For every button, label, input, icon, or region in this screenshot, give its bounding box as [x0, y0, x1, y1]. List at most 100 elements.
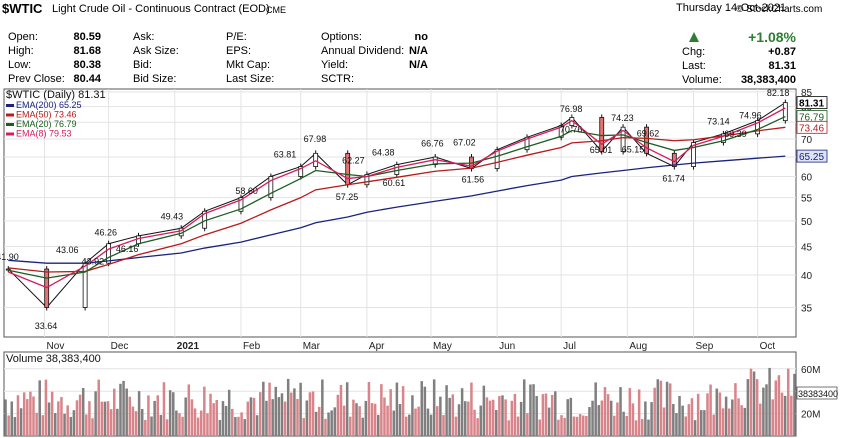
volume-bar — [330, 410, 333, 436]
candle-body — [432, 156, 438, 166]
volume-bar — [429, 414, 433, 436]
volume-bar — [690, 398, 694, 436]
volume-bar — [445, 385, 448, 436]
volume-bar — [743, 407, 747, 436]
volume-bar — [448, 397, 451, 436]
candle-body — [494, 149, 500, 169]
volume-bar — [290, 392, 293, 436]
volume-bar — [240, 412, 243, 436]
legend-swatch — [6, 104, 14, 107]
volume-bar — [647, 419, 650, 436]
price-annotation: 67.98 — [304, 134, 327, 144]
yield-label: Yield: — [321, 59, 349, 71]
volume-bar — [370, 403, 374, 436]
volume-bar — [224, 405, 228, 436]
volume-bar — [532, 384, 535, 436]
volume-bar — [63, 413, 66, 436]
volume-bar — [299, 382, 302, 436]
volume-bar — [420, 381, 423, 436]
bid-label: Bid: — [133, 59, 152, 71]
volume-bar — [47, 402, 51, 436]
sctr-label: SCTR: — [321, 73, 354, 85]
last-value: 81.31 — [768, 60, 796, 72]
y-tick-label: 60 — [801, 172, 813, 183]
volume-bar — [131, 406, 135, 436]
volume-bar — [547, 407, 551, 436]
volume-bar — [783, 395, 787, 436]
volume-bar — [665, 381, 669, 436]
pe-label: P/E: — [226, 31, 247, 43]
price-annotation: 41.90 — [0, 252, 19, 262]
price-annotation: 63.81 — [274, 150, 297, 160]
volume-bar — [681, 405, 684, 436]
ask-label: Ask: — [133, 31, 155, 43]
legend-swatch — [6, 132, 14, 136]
volume-bar — [451, 394, 455, 436]
low-label: Low: — [8, 59, 32, 71]
volume-bar — [243, 419, 246, 436]
price-annotation: 43.06 — [56, 245, 79, 255]
volume-bar — [367, 382, 371, 436]
volume-bar — [324, 418, 327, 436]
volume-bar — [644, 401, 647, 436]
volume-bar — [463, 401, 467, 436]
volume-bar — [69, 416, 73, 436]
volume-bar — [675, 413, 678, 436]
y-tick-label: 45 — [801, 242, 813, 253]
volume-bar — [746, 379, 750, 436]
volume-bar — [631, 403, 635, 436]
volume-bar — [668, 383, 672, 436]
volume-bar — [408, 414, 411, 436]
volume-bar — [498, 396, 501, 436]
volume-bar — [529, 384, 532, 436]
y-tick-label: 50 — [801, 217, 813, 228]
volume-bar — [488, 400, 492, 436]
volume-bar — [426, 408, 430, 436]
candle-body — [524, 136, 530, 151]
volume-bar — [544, 393, 548, 436]
price-panel — [3, 88, 797, 338]
volume-bar — [53, 413, 57, 436]
x-tick-label: Mar — [303, 341, 321, 352]
volume-bar — [85, 414, 88, 436]
volume-bar — [162, 382, 166, 436]
volume-bar — [718, 392, 722, 436]
volume-bar — [625, 415, 628, 436]
price-annotation: 74.23 — [611, 113, 634, 123]
volume-bar — [700, 410, 703, 436]
volume-bar — [793, 373, 796, 436]
candle-body — [82, 262, 88, 308]
x-tick-label: Aug — [629, 341, 647, 352]
candle-body — [298, 166, 304, 177]
volume-bar — [134, 411, 138, 436]
volume-bar — [22, 392, 26, 436]
price-annotation: 65.01 — [590, 145, 613, 155]
volume-bar — [765, 384, 768, 436]
price-annotation: 46.16 — [116, 244, 139, 254]
candle-body — [44, 268, 50, 308]
volume-bar — [519, 401, 523, 436]
price-badge-label: 73.46 — [799, 123, 824, 134]
price-annotation: 70.76 — [560, 124, 583, 134]
volume-bar — [411, 395, 414, 436]
legend-entry: EMA(8) 79.53 — [16, 129, 72, 139]
volume-bar — [392, 410, 396, 436]
price-annotation: 61.74 — [662, 174, 685, 184]
volume-bar — [485, 397, 489, 436]
candle-body — [558, 125, 564, 138]
volume-bar — [585, 415, 588, 436]
volume-bar — [302, 418, 305, 436]
volume-bar — [358, 406, 361, 436]
volume-bar — [327, 412, 330, 436]
high-value: 81.68 — [73, 45, 101, 57]
ema-line — [8, 107, 786, 289]
volume-bar — [128, 396, 132, 436]
volume-bar — [252, 397, 256, 436]
price-annotation: 67.02 — [453, 138, 476, 148]
volume-bar — [227, 389, 231, 436]
volume-bar — [203, 386, 206, 436]
volume-bar — [60, 397, 63, 436]
volume-title: Volume 38,383,400 — [6, 353, 101, 365]
volume-bar — [662, 407, 666, 436]
volume-bar — [255, 415, 259, 436]
